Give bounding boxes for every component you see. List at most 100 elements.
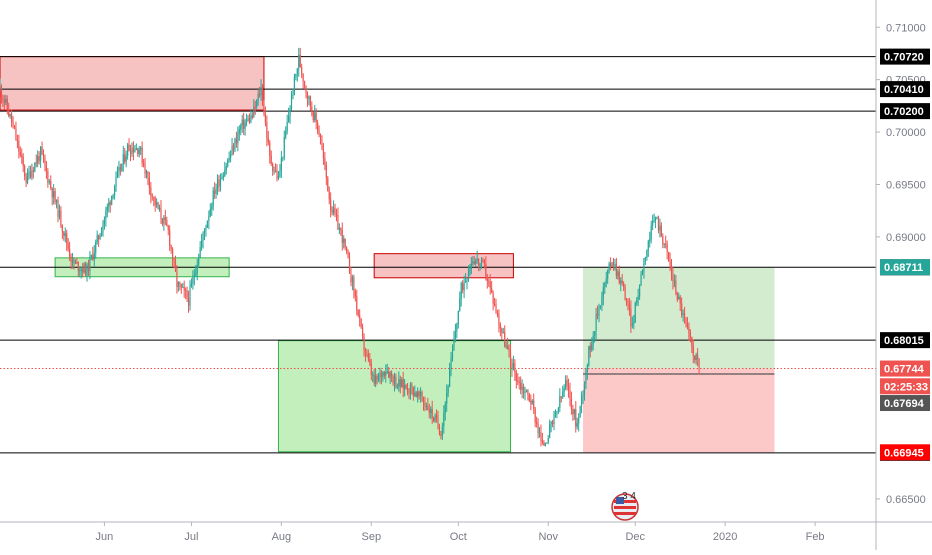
- candle-body: [71, 258, 74, 262]
- candle-body: [611, 262, 613, 267]
- candle-body: [34, 162, 36, 172]
- candle-body: [3, 100, 5, 103]
- candle-body: [173, 259, 175, 261]
- candle-body: [386, 371, 388, 373]
- candle-body: [507, 345, 509, 350]
- candle-body: [612, 262, 615, 267]
- candle-body: [237, 133, 239, 144]
- resistance-zone[interactable]: [0, 56, 265, 111]
- candle-body: [179, 282, 181, 285]
- candle-body: [589, 346, 591, 351]
- candle-body: [151, 195, 153, 197]
- price-badge-label: 02:25:33: [884, 381, 928, 393]
- candle-body: [289, 108, 291, 116]
- candle-body: [604, 282, 606, 288]
- candle-body: [633, 321, 635, 324]
- candle-body: [37, 156, 39, 164]
- candle-body: [119, 167, 121, 171]
- candle-body: [672, 274, 674, 282]
- candle-body: [609, 263, 612, 267]
- position-loss-area[interactable]: [583, 368, 775, 453]
- x-tick-label: Aug: [272, 531, 292, 543]
- candle-body: [322, 149, 325, 158]
- candle-body: [347, 251, 349, 258]
- candle-body: [174, 260, 177, 272]
- candle-body: [203, 229, 206, 233]
- candle-body: [141, 147, 143, 163]
- event-count-label: 3 4: [622, 491, 636, 502]
- candle-body: [469, 269, 471, 274]
- candle-body: [84, 263, 87, 276]
- candle-body: [26, 171, 29, 183]
- candle-body: [80, 268, 82, 271]
- candle-body: [631, 323, 633, 326]
- candle-body: [462, 283, 464, 291]
- resistance-zone[interactable]: [373, 253, 514, 279]
- candle-body: [685, 318, 687, 325]
- candle-body: [183, 286, 185, 290]
- us-flag-events-icon[interactable]: 3 4: [611, 491, 639, 521]
- candle-body: [261, 86, 264, 105]
- candle-body: [100, 232, 103, 236]
- candle-body: [227, 160, 229, 167]
- candle-body: [662, 236, 664, 244]
- candle-body: [608, 263, 610, 270]
- price-badge-label: 0.67694: [884, 398, 925, 410]
- candle-body: [491, 287, 493, 293]
- candle-body: [61, 225, 63, 232]
- candle-body: [373, 374, 375, 384]
- candle-body: [569, 389, 571, 400]
- candle-body: [650, 225, 652, 239]
- candle-body: [673, 280, 676, 282]
- candle-body: [60, 210, 62, 226]
- candle-body: [9, 113, 11, 117]
- candle-body: [106, 206, 108, 211]
- candle-body: [478, 258, 480, 266]
- candle-body: [280, 157, 282, 172]
- candle-body: [24, 165, 26, 177]
- candle-body: [212, 190, 214, 207]
- candle-body: [296, 68, 298, 74]
- candle-body: [303, 81, 306, 86]
- candle-body: [359, 315, 361, 319]
- candle-body: [41, 146, 43, 155]
- candle-body: [161, 218, 164, 224]
- candle-body: [638, 285, 641, 297]
- price-badge-label: 0.68711: [884, 262, 923, 274]
- candle-body: [351, 277, 354, 283]
- candle-body: [247, 118, 249, 121]
- candle-body: [337, 214, 339, 230]
- candle-body: [298, 54, 300, 69]
- candle-body: [411, 384, 413, 387]
- candle-body: [601, 297, 603, 306]
- candle-body: [566, 380, 568, 386]
- candle-body: [238, 129, 240, 134]
- candle-body: [318, 131, 320, 135]
- candle-body: [418, 391, 420, 396]
- candle-body: [576, 423, 578, 427]
- candle-body: [509, 351, 512, 360]
- candle-body: [396, 386, 398, 388]
- candle-body: [38, 156, 40, 161]
- candle-body: [253, 106, 255, 118]
- candle-body: [614, 263, 616, 267]
- candle-body: [219, 179, 222, 187]
- candle-body: [588, 346, 590, 365]
- candle-body: [582, 394, 584, 396]
- position-profit-area[interactable]: [583, 267, 775, 369]
- candle-body: [305, 85, 307, 94]
- candle-body: [99, 235, 101, 240]
- candle-body: [441, 426, 443, 436]
- candle-body: [306, 93, 309, 99]
- support-zone[interactable]: [277, 340, 512, 453]
- candle-body: [2, 97, 4, 101]
- candle-body: [541, 441, 544, 443]
- candle-body: [375, 376, 377, 384]
- candle-body: [308, 96, 310, 99]
- candle-body: [93, 252, 95, 260]
- candle-body: [489, 282, 491, 288]
- candle-body: [408, 392, 410, 394]
- candle-body: [453, 338, 455, 350]
